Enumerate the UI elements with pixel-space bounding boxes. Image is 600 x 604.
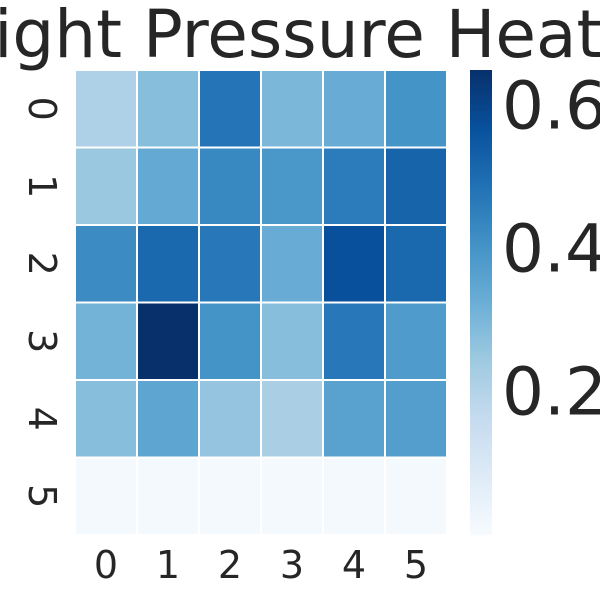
heatmap-cell-r4-c4: [322, 379, 386, 459]
heatmap-cell-r1-c4: [322, 146, 386, 226]
heatmap-cell-r5-c1: [136, 456, 200, 536]
heatmap-cell-r1-c1: [136, 146, 200, 226]
heatmap-cell-r3-c0: [74, 301, 138, 381]
heatmap-cell-r5-c2: [198, 456, 262, 536]
y-tick-label: 2: [20, 252, 64, 276]
x-tick-label: 3: [280, 543, 304, 587]
heatmap-cell-r2-c5: [384, 224, 448, 304]
heatmap-cell-r2-c1: [136, 224, 200, 304]
heatmap-cell-r5-c4: [322, 456, 386, 536]
heatmap-cell-r4-c3: [260, 379, 324, 459]
x-tick-label: 5: [404, 543, 428, 587]
x-tick-label: 1: [156, 543, 180, 587]
heatmap-cell-r1-c0: [74, 146, 138, 226]
heatmap-cells: [74, 69, 448, 536]
x-tick-label: 4: [342, 543, 366, 587]
heatmap-cell-r0-c0: [74, 69, 138, 149]
heatmap-cell-r5-c3: [260, 456, 324, 536]
colorbar-tick-label: 0.4: [502, 210, 600, 287]
heatmap-cell-r4-c2: [198, 379, 262, 459]
colorbar-tick-labels: 0.2 0.4 0.6: [502, 67, 600, 430]
colorbar-tick-label: 0.6: [502, 67, 600, 144]
heatmap-cell-r2-c2: [198, 224, 262, 304]
heatmap-cell-r0-c1: [136, 69, 200, 149]
heatmap-cell-r4-c1: [136, 379, 200, 459]
heatmap-cell-r3-c2: [198, 301, 262, 381]
heatmap-cell-r4-c0: [74, 379, 138, 459]
y-tick-label: 5: [20, 484, 64, 508]
heatmap-cell-r0-c2: [198, 69, 262, 149]
heatmap-cell-r3-c3: [260, 301, 324, 381]
y-tick-label: 0: [20, 97, 64, 121]
heatmap-cell-r4-c5: [384, 379, 448, 459]
heatmap-cell-r0-c5: [384, 69, 448, 149]
heatmap-cell-r5-c0: [74, 456, 138, 536]
heatmap-cell-r3-c1: [136, 301, 200, 381]
y-tick-label: 3: [20, 329, 64, 353]
heatmap-cell-r1-c3: [260, 146, 324, 226]
y-tick-label: 4: [20, 407, 64, 431]
colorbar: [470, 70, 492, 535]
heatmap-cell-r2-c4: [322, 224, 386, 304]
heatmap-cell-r0-c4: [322, 69, 386, 149]
heatmap-cell-r5-c5: [384, 456, 448, 536]
heatmap-cell-r3-c5: [384, 301, 448, 381]
heatmap-cell-r1-c5: [384, 146, 448, 226]
heatmap-cell-r3-c4: [322, 301, 386, 381]
x-tick-label: 2: [218, 543, 242, 587]
heatmap-cell-r2-c0: [74, 224, 138, 304]
y-axis-tick-labels: 0 1 2 3 4 5: [20, 97, 64, 509]
heatmap-cell-r2-c3: [260, 224, 324, 304]
colorbar-tick-label: 0.2: [502, 353, 600, 430]
heatmap-cell-r1-c2: [198, 146, 262, 226]
chart-title: Bottom-right Pressure Heatmap: [0, 0, 600, 73]
x-tick-label: 0: [94, 543, 118, 587]
y-tick-label: 1: [20, 174, 64, 198]
heatmap-cell-r0-c3: [260, 69, 324, 149]
